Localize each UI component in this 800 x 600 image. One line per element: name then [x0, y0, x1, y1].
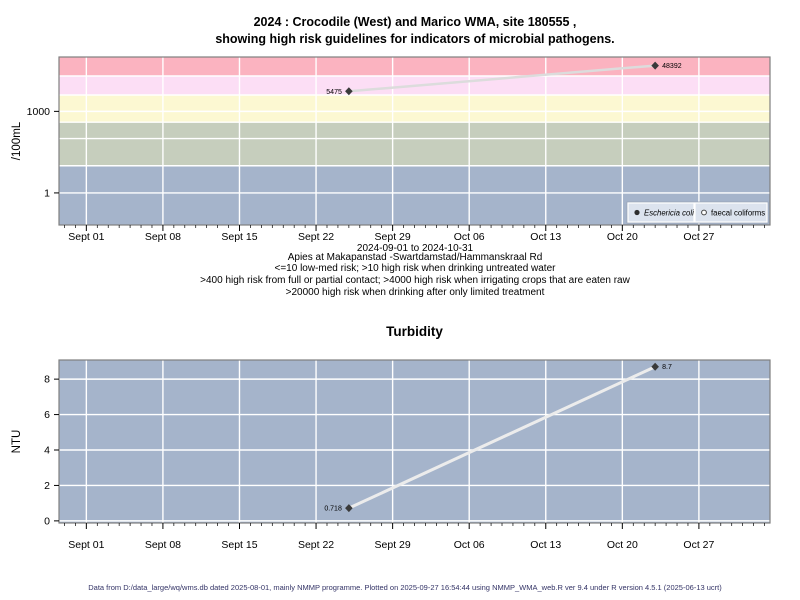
y-tick-label: 4 [44, 445, 50, 457]
x-tick-label: Oct 20 [607, 231, 638, 243]
page-title: 2024 : Crocodile (West) and Marico WMA, … [30, 14, 800, 47]
gridlines [59, 360, 770, 523]
y-tick-label: 2 [44, 480, 50, 492]
x-tick-label: Sept 15 [221, 539, 257, 551]
y-axis: 1 1000 [27, 106, 59, 199]
risk-band [59, 95, 770, 123]
data-point-label: 48392 [662, 63, 682, 70]
title-line-2: showing high risk guidelines for indicat… [215, 31, 615, 46]
x-axis: Sept 01 Sept 08 Sept 15 Sept 22 Sept 29 Oct 0… [64, 523, 765, 551]
x-tick-label: Sept 22 [298, 539, 334, 551]
data-point-label: 5475 [326, 89, 342, 96]
x-tick-label: Oct 13 [530, 231, 561, 243]
y-tick-label: 1 [44, 187, 50, 199]
y-tick-label: 1000 [27, 106, 51, 118]
x-tick-label: Oct 27 [683, 539, 714, 551]
x-tick-label: Sept 15 [221, 231, 257, 243]
title-line-1: 2024 : Crocodile (West) and Marico WMA, … [253, 15, 577, 29]
subtitle-date-range: 2024-09-01 to 2024-10-31 [356, 243, 474, 254]
x-axis: Sept 01 Sept 08 Sept 15 Sept 22 Sept 29 Oct 0… [64, 225, 765, 243]
data-point-diamond [345, 504, 353, 513]
x-tick-label: Sept 22 [298, 231, 334, 243]
legend-box [627, 202, 695, 223]
y-tick-label: 0 [44, 515, 50, 527]
data-point-diamond [651, 61, 659, 70]
legend-label: Eschericia coli [644, 208, 694, 217]
data-series: 0.718 8.7 [324, 362, 672, 513]
footer-caption: Data from D:/data_large/wq/wms.db dated … [88, 583, 722, 592]
series-line [348, 64, 656, 93]
x-tick-label: Oct 06 [454, 539, 485, 551]
x-tick-label: Sept 29 [375, 231, 411, 243]
open-circle-icon [701, 209, 707, 216]
data-point-diamond [651, 362, 659, 371]
data-series: 5475 48392 [326, 61, 682, 96]
x-tick-label: Sept 08 [145, 539, 181, 551]
legend-box [694, 202, 768, 223]
x-tick-label: Oct 20 [607, 539, 638, 551]
x-tick-label: Sept 29 [375, 539, 411, 551]
data-point-label: 0.718 [324, 506, 342, 513]
y-tick-label: 8 [44, 374, 50, 386]
legend: Eschericia coli faecal coliforms [626, 201, 769, 224]
x-tick-label: Sept 08 [145, 231, 181, 243]
y-axis-title: /100mL [11, 121, 23, 160]
x-tick-label: Oct 06 [454, 231, 485, 243]
chart-title: Turbidity [386, 324, 443, 339]
subtitle-site-name: Apies at Makapanstad -Swartdamstad/Hamma… [287, 252, 543, 263]
x-tick-label: Oct 27 [683, 231, 714, 243]
subtitle-risk-line-3: >20000 high risk when drinking after onl… [285, 287, 545, 298]
data-point-label: 8.7 [662, 364, 672, 371]
y-axis: 0 2 4 6 8 [44, 374, 59, 527]
series-line [348, 365, 656, 510]
y-axis-title: NTU [11, 430, 23, 454]
x-tick-label: Sept 01 [68, 231, 104, 243]
x-tick-label: Oct 13 [530, 539, 561, 551]
filled-circle-icon [634, 209, 640, 216]
data-point-diamond [345, 87, 353, 96]
subtitle-risk-line-2: >400 high risk from full or partial cont… [200, 275, 630, 286]
microbial-pathogens-chart: Sept 01 Sept 08 Sept 15 Sept 22 Sept 29 Oct 0… [11, 56, 771, 243]
risk-band [59, 122, 770, 166]
plot-background [59, 360, 770, 523]
legend-label: faecal coliforms [711, 208, 765, 217]
subtitle-risk-line-1: <=10 low-med risk; >10 high risk when dr… [274, 263, 556, 274]
x-tick-label: Sept 01 [68, 539, 104, 551]
risk-bands [59, 57, 770, 225]
y-tick-label: 6 [44, 409, 50, 421]
gridlines [59, 57, 770, 225]
